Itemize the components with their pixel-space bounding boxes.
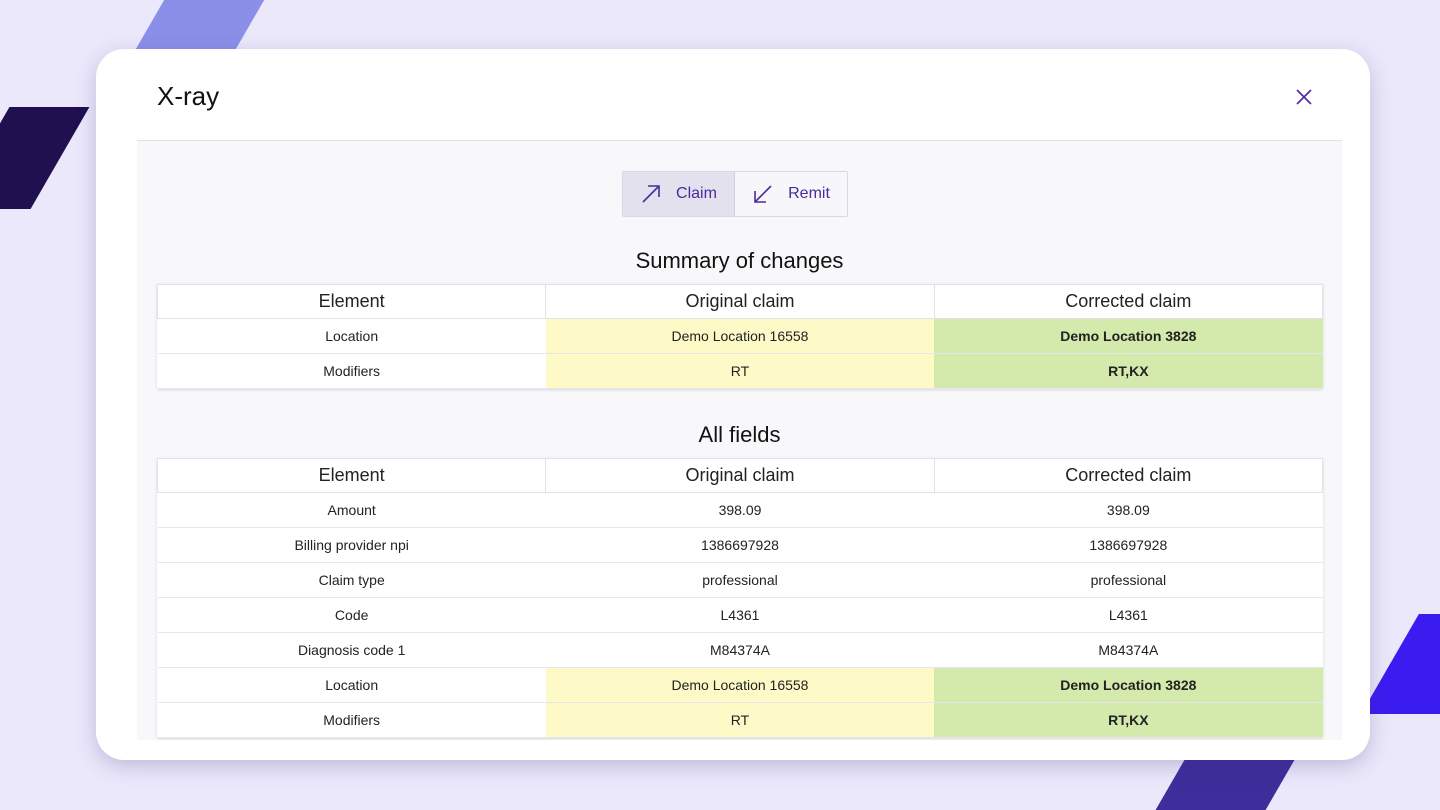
- modal-title: X-ray: [157, 81, 220, 111]
- corrected-cell: Demo Location 3828: [934, 318, 1323, 354]
- modal-content: Claim Remit Summary of changes Element Or…: [137, 141, 1342, 740]
- decor-stripe: [0, 107, 90, 209]
- claim-tab-label: Claim: [676, 185, 717, 202]
- table-header-row: Element Original claim Corrected claim: [156, 284, 1324, 319]
- original-cell: RT: [545, 353, 935, 389]
- original-cell: 1386697928: [545, 527, 935, 563]
- corrected-cell: 1386697928: [934, 527, 1323, 563]
- claim-remit-toggle: Claim Remit: [622, 171, 848, 217]
- column-header: Corrected claim: [933, 458, 1324, 493]
- column-header: Corrected claim: [933, 284, 1324, 319]
- summary-table: Element Original claim Corrected claim Loc…: [156, 284, 1324, 389]
- table-header-row: Element Original claim Corrected claim: [156, 458, 1324, 493]
- table-row: Amount 398.09 398.09: [157, 492, 1323, 528]
- corrected-cell: professional: [934, 562, 1323, 598]
- element-cell: Code: [157, 597, 546, 633]
- element-cell: Amount: [157, 492, 546, 528]
- close-icon[interactable]: [1292, 85, 1316, 109]
- table-row: Location Demo Location 16558 Demo Locati…: [157, 318, 1323, 354]
- corrected-cell: RT,KX: [934, 702, 1323, 738]
- element-cell: Location: [157, 667, 546, 703]
- summary-title: Summary of changes: [635, 248, 844, 273]
- column-header: Original claim: [545, 458, 935, 493]
- element-cell: Claim type: [157, 562, 546, 598]
- table-row: Location Demo Location 16558 Demo Locati…: [157, 667, 1323, 703]
- element-cell: Diagnosis code 1: [157, 632, 546, 668]
- element-cell: Location: [157, 318, 546, 354]
- table-row: Code L4361 L4361: [157, 597, 1323, 633]
- original-cell: Demo Location 16558: [545, 318, 935, 354]
- claim-tab[interactable]: Claim: [623, 172, 735, 216]
- original-cell: 398.09: [545, 492, 935, 528]
- arrow-down-left-icon: [754, 185, 772, 203]
- xray-modal: X-ray Claim Remit Summary of changes Ele…: [96, 49, 1370, 760]
- decor-stripe: [135, 0, 265, 49]
- original-cell: Demo Location 16558: [545, 667, 935, 703]
- remit-tab-label: Remit: [788, 185, 830, 202]
- table-row: Modifiers RT RT,KX: [157, 702, 1323, 738]
- table-row: Diagnosis code 1 M84374A M84374A: [157, 632, 1323, 668]
- element-cell: Billing provider npi: [157, 527, 546, 563]
- original-cell: professional: [545, 562, 935, 598]
- table-row: Billing provider npi 1386697928 13866979…: [157, 527, 1323, 563]
- corrected-cell: M84374A: [934, 632, 1323, 668]
- decor-stripe: [1155, 760, 1295, 810]
- original-cell: M84374A: [545, 632, 935, 668]
- original-cell: L4361: [545, 597, 935, 633]
- remit-tab[interactable]: Remit: [735, 172, 847, 216]
- corrected-cell: RT,KX: [934, 353, 1323, 389]
- column-header: Element: [156, 458, 547, 493]
- all-fields-title: All fields: [698, 422, 781, 447]
- arrow-up-right-icon: [642, 185, 660, 203]
- table-row: Claim type professional professional: [157, 562, 1323, 598]
- divider: [137, 140, 1342, 141]
- all-fields-table: Element Original claim Corrected claim Amo…: [156, 458, 1324, 738]
- table-row: Modifiers RT RT,KX: [157, 353, 1323, 389]
- original-cell: RT: [545, 702, 935, 738]
- decor-stripe: [1361, 614, 1440, 714]
- column-header: Original claim: [545, 284, 935, 319]
- corrected-cell: Demo Location 3828: [934, 667, 1323, 703]
- element-cell: Modifiers: [157, 702, 546, 738]
- corrected-cell: L4361: [934, 597, 1323, 633]
- corrected-cell: 398.09: [934, 492, 1323, 528]
- column-header: Element: [156, 284, 547, 319]
- element-cell: Modifiers: [157, 353, 546, 389]
